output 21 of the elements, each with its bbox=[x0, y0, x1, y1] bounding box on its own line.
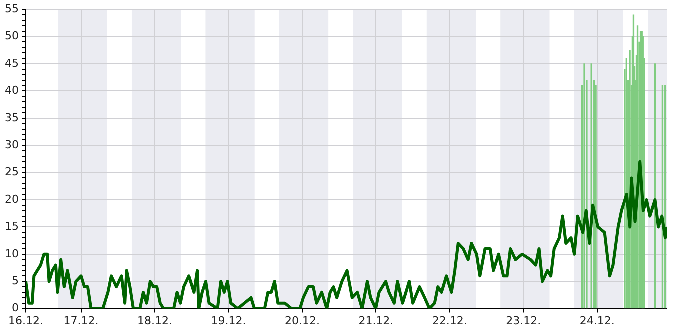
y-tick-label: 25 bbox=[4, 166, 19, 179]
y-tick-label: 40 bbox=[4, 84, 19, 98]
y-tick-label: 50 bbox=[4, 30, 19, 43]
y-tick-label: 5 bbox=[12, 274, 19, 288]
y-tick-label: 55 bbox=[4, 2, 19, 16]
x-tick-label: 24.12. bbox=[580, 314, 615, 328]
y-tick-label: 10 bbox=[4, 247, 19, 260]
y-tick-label: 45 bbox=[4, 56, 19, 70]
x-tick-label: 18.12. bbox=[138, 314, 173, 328]
x-tick-label: 23.12. bbox=[506, 314, 542, 328]
y-tick-label: 35 bbox=[4, 111, 19, 124]
x-tick-label: 19.12. bbox=[211, 314, 246, 328]
y-tick-label: 20 bbox=[4, 192, 19, 206]
x-tick-label: 17.12. bbox=[64, 314, 99, 328]
x-tick-label: 22.12. bbox=[432, 314, 468, 328]
x-tick-label: 21.12. bbox=[358, 314, 394, 328]
y-tick-label: 30 bbox=[4, 138, 19, 152]
y-tick-label: 15 bbox=[4, 220, 19, 234]
y-tick-label: 0 bbox=[12, 302, 19, 315]
x-tick-label: 16.12. bbox=[8, 314, 44, 328]
x-tick-label: 20.12. bbox=[284, 314, 320, 328]
